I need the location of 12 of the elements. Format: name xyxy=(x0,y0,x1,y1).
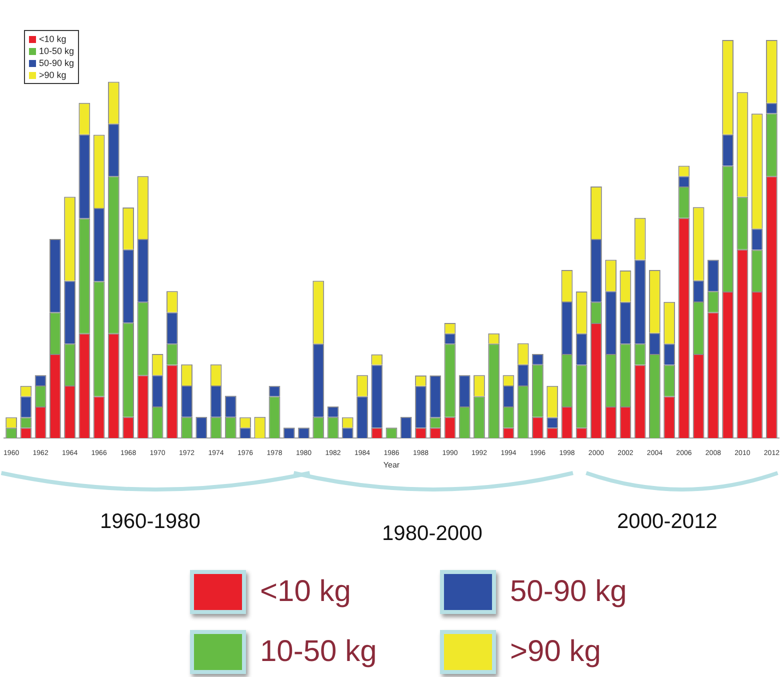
text: 50-90 kg xyxy=(510,575,627,608)
text: 10-50 kg xyxy=(260,635,377,668)
text: 1980-2000 xyxy=(382,522,482,546)
text: <10 kg xyxy=(260,575,351,608)
legend-label: 10-50 kg xyxy=(39,45,74,57)
text: 2000-2012 xyxy=(617,510,718,534)
x-axis-title: Year xyxy=(383,460,400,470)
text: >90 kg xyxy=(510,635,601,668)
legend-label: <10 kg xyxy=(39,33,66,45)
legend-label: >90 kg xyxy=(39,69,66,81)
legend-label: 50-90 kg xyxy=(39,57,74,69)
text: 1960-1980 xyxy=(100,510,200,534)
